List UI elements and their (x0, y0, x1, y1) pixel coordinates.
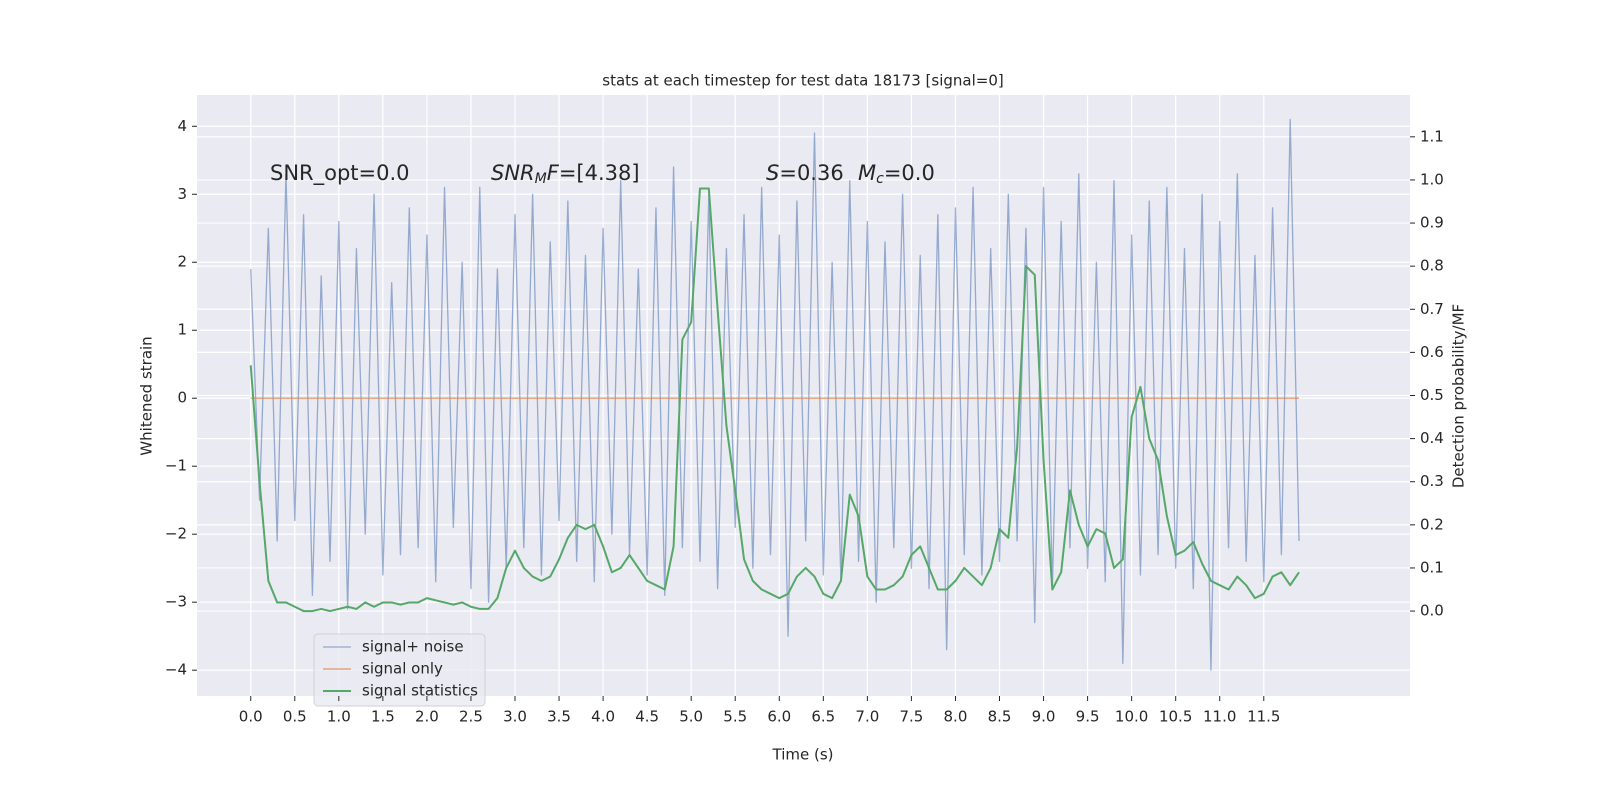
x-tick-label: 11.0 (1203, 708, 1236, 726)
x-tick-label: 2.0 (415, 708, 439, 726)
x-tick-label: 3.5 (547, 708, 571, 726)
y-tick-label: −1 (165, 457, 187, 475)
y-tick-label: 3 (177, 185, 187, 203)
annotation-part: M (858, 161, 876, 185)
annotation-part: =0.36 (779, 161, 843, 185)
legend-label: signal only (362, 660, 443, 678)
annotation-part: F (547, 161, 560, 185)
x-tick-label: 3.0 (503, 708, 527, 726)
x-tick-label: 10.0 (1115, 708, 1148, 726)
annotation: S=0.36 (766, 161, 844, 185)
annotation-part: SNR (491, 161, 535, 185)
x-axis-label: Time (s) (772, 746, 834, 764)
x-tick-label: 4.0 (591, 708, 615, 726)
legend: signal+ noise signal only signal statistic… (313, 633, 486, 707)
marks (249, 118, 1300, 671)
x-tick-label: 5.0 (679, 708, 703, 726)
x-tick-label: 9.5 (1076, 708, 1100, 726)
y2-tick-label: 0.1 (1420, 558, 1444, 576)
annotation-part: M (535, 171, 547, 187)
x-tick-label: 7.0 (855, 708, 879, 726)
y-tick-label: 1 (177, 321, 187, 339)
x-tick-label: 8.5 (988, 708, 1012, 726)
annotation-part: =0.0 (884, 161, 935, 185)
annotation: SNRMF=[4.38] (491, 161, 640, 187)
y2-tick-label: 0.8 (1420, 257, 1444, 275)
y2-tick-label: 0.4 (1420, 429, 1444, 447)
x-tick-label: 6.5 (811, 708, 835, 726)
x-tick-label: 0.0 (239, 708, 263, 726)
x-tick-label: 8.0 (944, 708, 968, 726)
y-axis-label: Whitened strain (138, 336, 156, 455)
legend-box (313, 633, 486, 707)
x-tick-label: 11.5 (1247, 708, 1280, 726)
y-tick-label: 4 (177, 117, 187, 135)
x-tick-label: 7.5 (899, 708, 923, 726)
chart-title: stats at each timestep for test data 181… (602, 72, 1003, 90)
legend-label: signal statistics (362, 682, 478, 700)
y-tick-label: −2 (165, 525, 187, 543)
annotation-part: S (766, 161, 779, 185)
y2-tick-label: 0.9 (1420, 214, 1444, 232)
y2-tick-label: 0.5 (1420, 386, 1444, 404)
y-tick-label: −3 (165, 593, 187, 611)
x-tick-label: 2.5 (459, 708, 483, 726)
y2-axis-label: Detection probability/MF (1450, 304, 1468, 488)
y2-tick-label: 0.2 (1420, 515, 1444, 533)
annotation-part: SNR_opt=0.0 (270, 161, 410, 186)
x-tick-label: 10.5 (1159, 708, 1192, 726)
annotation-part: c (876, 171, 884, 187)
y-tick-label: 0 (177, 389, 187, 407)
annotation-part: =[4.38] (559, 161, 640, 185)
y2-tick-label: 0.6 (1420, 343, 1444, 361)
legend-label: signal+ noise (362, 638, 464, 656)
y2-tick-label: 0.7 (1420, 300, 1444, 318)
x-tick-label: 9.0 (1032, 708, 1056, 726)
y2-tick-label: 1.0 (1420, 170, 1444, 188)
annotation: SNR_opt=0.0 (270, 161, 410, 186)
y2-tick-label: 0.0 (1420, 602, 1444, 620)
x-tick-label: 6.0 (767, 708, 791, 726)
y2-tick-label: 1.1 (1420, 127, 1444, 145)
x-tick-label: 4.5 (635, 708, 659, 726)
y-tick-label: 2 (177, 253, 187, 271)
series-line (249, 187, 1300, 613)
x-tick-label: 5.5 (723, 708, 747, 726)
x-tick-label: 1.5 (371, 708, 395, 726)
annotation: Mc=0.0 (858, 161, 935, 187)
y-tick-label: −4 (165, 661, 187, 679)
y2-tick-label: 0.3 (1420, 472, 1444, 490)
x-tick-label: 0.5 (283, 708, 307, 726)
x-tick-label: 1.0 (327, 708, 351, 726)
series-line (250, 118, 1300, 671)
